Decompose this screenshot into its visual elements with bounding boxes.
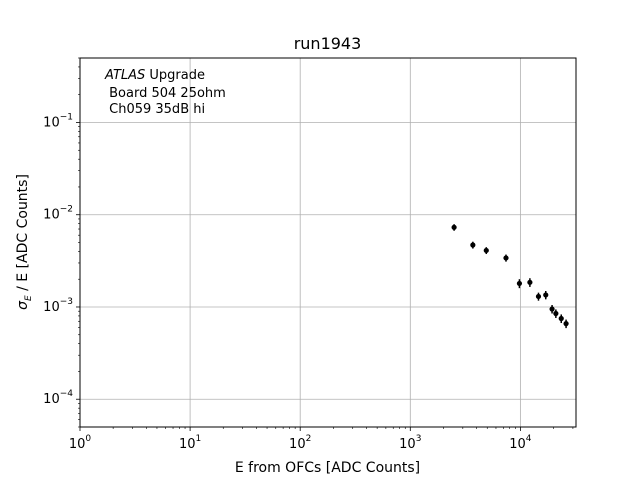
marker [549, 306, 555, 312]
data-point [516, 279, 523, 289]
data-point [483, 247, 489, 255]
marker [553, 310, 559, 317]
x-tick-label-exponent: 4 [526, 434, 532, 444]
y-axis-label: σE / E [ADC Counts] [15, 174, 34, 310]
y-tick-label-exponent: −2 [60, 205, 73, 215]
data-point [503, 254, 509, 262]
marker [470, 242, 476, 248]
annotation-line-1: ATLAS Upgrade [104, 68, 205, 83]
x-tick-label: 103 [399, 434, 421, 452]
x-tick-label-exponent: 3 [416, 434, 422, 444]
y-tick-label-exponent: −4 [60, 389, 74, 399]
data-point [543, 291, 549, 300]
x-tick-label-base: 10 [179, 437, 196, 452]
data-point [470, 241, 476, 249]
annotation: ATLAS Upgrade Board 504 25ohm Ch059 35dB… [104, 68, 226, 117]
annotation-atlas: ATLAS [104, 68, 145, 83]
annotation-line-3: Ch059 35dB hi [105, 102, 205, 117]
grid [79, 58, 576, 427]
data-point [527, 278, 533, 287]
x-tick-label-base: 10 [69, 437, 86, 452]
x-tick-label: 100 [69, 434, 92, 452]
y-axis-label-subscript: E [24, 295, 34, 301]
marker [543, 292, 549, 298]
marker [483, 247, 489, 254]
data-point [563, 319, 569, 329]
data-point [535, 292, 542, 301]
major-ticks [76, 122, 521, 431]
y-tick-label-base: 10 [43, 208, 60, 223]
x-axis-label: E from OFCs [ADC Counts] [235, 460, 420, 476]
x-tick-label: 104 [509, 434, 532, 452]
marker [558, 315, 564, 322]
annotation-line-2: Board 504 25ohm [105, 86, 226, 101]
data-point [451, 224, 457, 231]
y-tick-label: 10−2 [43, 205, 73, 223]
y-tick-label-exponent: −3 [60, 297, 73, 307]
y-tick-labels: 10−410−310−210−1 [43, 112, 73, 407]
x-tick-label: 101 [179, 434, 201, 452]
marker [503, 255, 509, 261]
x-tick-label: 102 [289, 434, 311, 452]
plot-frame [79, 57, 577, 428]
x-tick-label-base: 10 [289, 437, 306, 452]
marker [451, 224, 457, 230]
x-tick-label-exponent: 0 [85, 434, 91, 444]
y-tick-label-base: 10 [43, 392, 60, 407]
y-tick-label-base: 10 [43, 115, 60, 130]
marker [535, 293, 542, 300]
annotation-upgrade: Upgrade [145, 68, 205, 83]
marker [516, 280, 523, 287]
x-tick-labels: 100 101 102 103 104 [69, 434, 532, 452]
data-points [451, 224, 569, 329]
y-axis-label-sigma: σ [15, 300, 31, 310]
x-tick-label-base: 10 [509, 437, 526, 452]
x-tick-label-exponent: 1 [196, 434, 202, 444]
y-tick-label-base: 10 [43, 300, 60, 315]
x-tick-label-exponent: 2 [306, 434, 312, 444]
y-axis-label-rest: / E [ADC Counts] [15, 174, 31, 295]
y-tick-label-exponent: −1 [60, 112, 73, 122]
x-tick-label-base: 10 [399, 437, 416, 452]
data-point [553, 309, 559, 318]
y-tick-label: 10−3 [43, 297, 73, 315]
chart-title: run1943 [294, 34, 362, 53]
marker [527, 279, 533, 285]
marker [563, 321, 569, 327]
data-point [558, 314, 564, 324]
y-tick-label: 10−1 [43, 112, 73, 130]
data-point [549, 305, 555, 314]
y-tick-label: 10−4 [43, 389, 73, 407]
